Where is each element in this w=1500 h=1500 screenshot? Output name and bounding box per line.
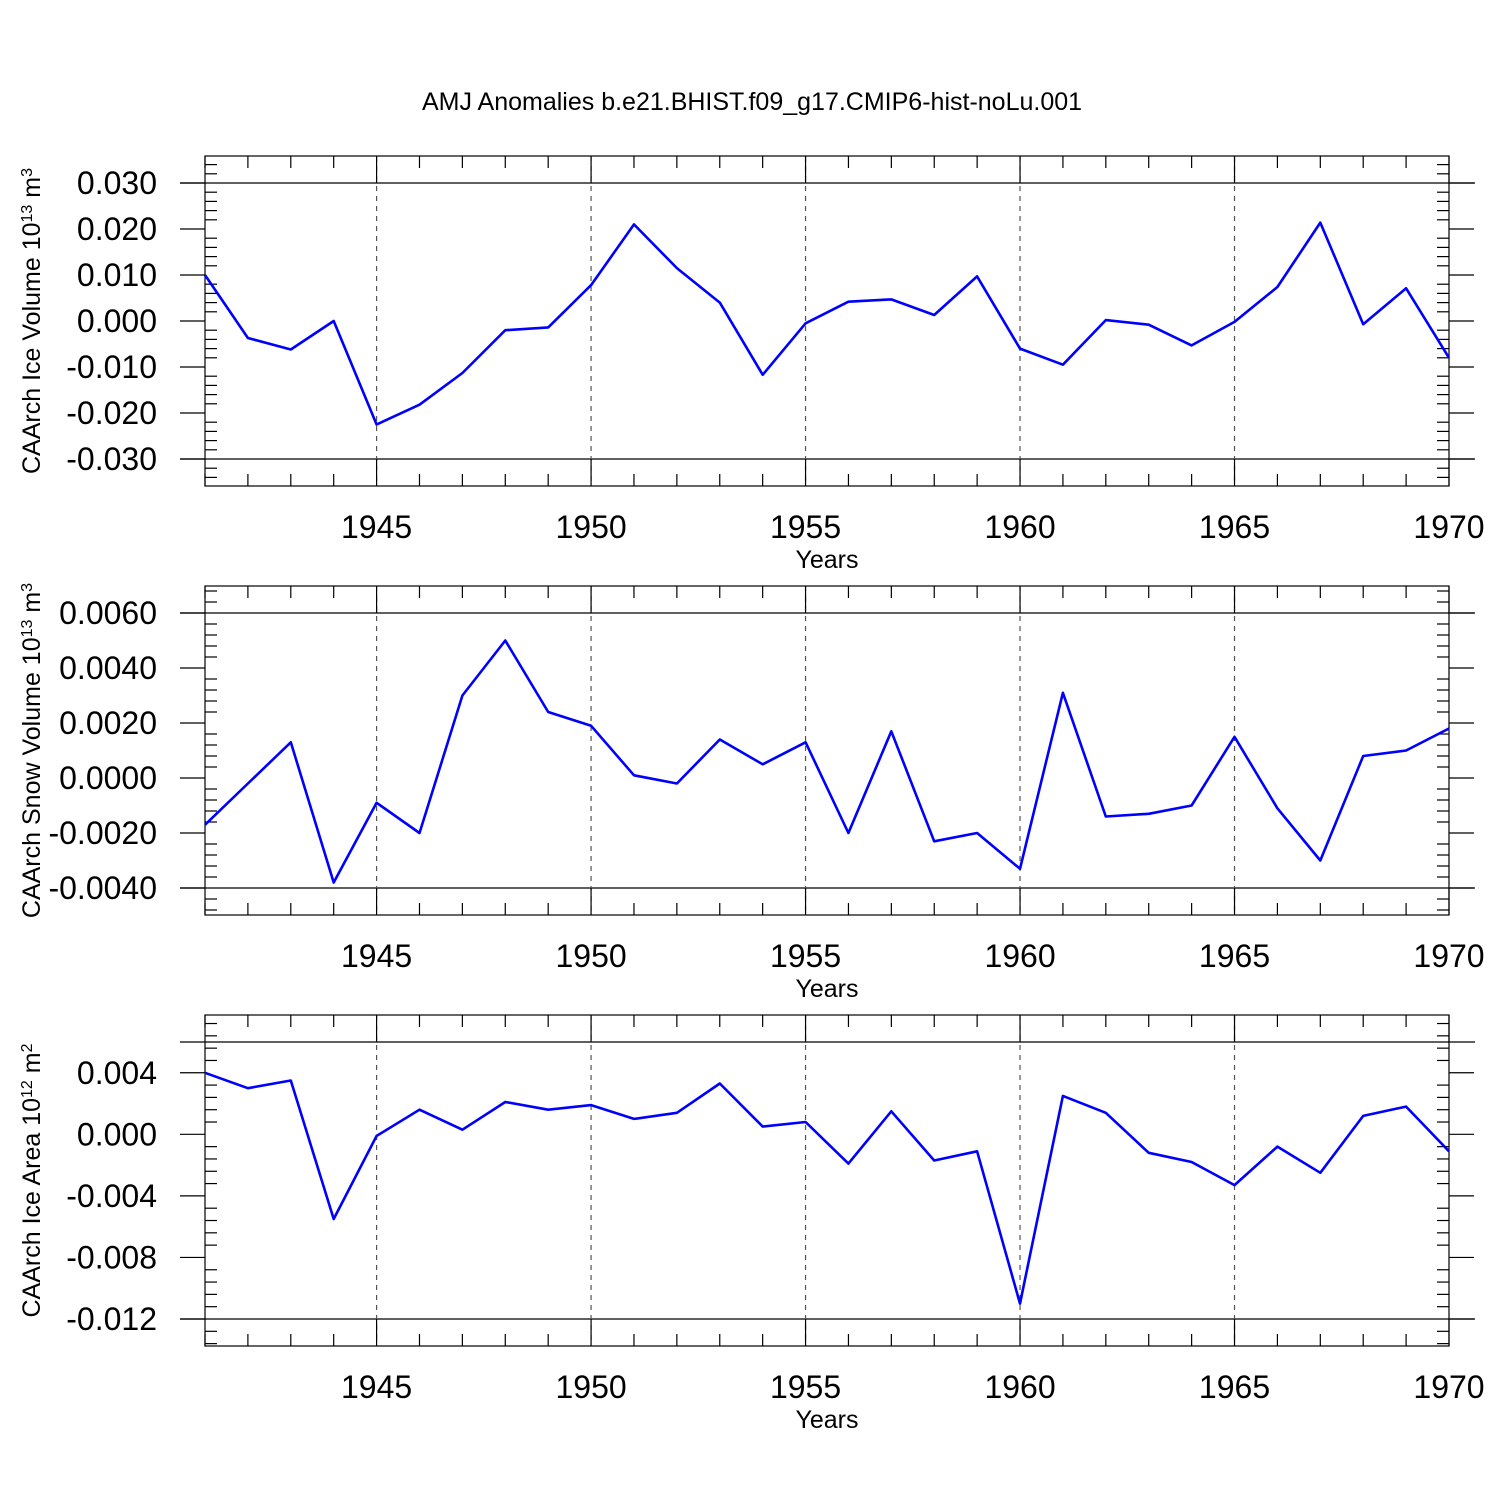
x-tick-label: 1950 (555, 1369, 626, 1405)
x-tick-label: 1965 (1199, 938, 1270, 974)
plot-frame (204, 155, 1450, 487)
y-tick-label: -0.012 (66, 1301, 157, 1337)
y-tick-label: 0.0020 (59, 705, 157, 741)
y-tick-label: 0.0000 (59, 760, 157, 796)
chart-title: AMJ Anomalies b.e21.BHIST.f09_g17.CMIP6-… (422, 88, 1082, 116)
y-tick-label: 0.000 (77, 303, 157, 339)
series-line (204, 1071, 1450, 1305)
panel-3: 1945 1950 1955 1960 1965 1970 Years -0.012 -0.00… (18, 1014, 1485, 1434)
x-tick-label: 1960 (984, 1369, 1055, 1405)
y-tick-label: -0.020 (66, 395, 157, 431)
y-tick-label: 0.010 (77, 257, 157, 293)
y-axis-label: CAArch Snow Volume 1013 m3 (18, 583, 46, 918)
y-tick-label: -0.004 (66, 1178, 157, 1214)
y-tick-label: -0.0020 (48, 815, 157, 851)
x-axis-label: Years (795, 1406, 858, 1434)
y-axis-label: CAArch Ice Volume 1013 m3 (18, 168, 46, 474)
y-tick-label: -0.030 (66, 441, 157, 477)
y-tick-label: 0.020 (77, 211, 157, 247)
x-axis-label: Years (795, 975, 858, 1003)
x-tick-label: 1970 (1413, 1369, 1484, 1405)
y-tick-label: 0.000 (77, 1116, 157, 1152)
series-line (204, 639, 1450, 884)
x-tick-label: 1945 (341, 938, 412, 974)
plot-frame (204, 585, 1450, 916)
y-tick-label: 0.0040 (59, 650, 157, 686)
x-tick-label: 1955 (770, 938, 841, 974)
x-tick-label: 1970 (1413, 509, 1484, 545)
y-tick-label: 0.004 (77, 1055, 157, 1091)
y-tick-label: 0.0060 (59, 595, 157, 631)
x-axis-label: Years (795, 546, 858, 574)
x-tick-label: 1960 (984, 509, 1055, 545)
y-tick-label: -0.008 (66, 1239, 157, 1275)
x-tick-label: 1950 (555, 509, 626, 545)
x-tick-label: 1965 (1199, 509, 1270, 545)
panel-2: 1945 1950 1955 1960 1965 1970 Years -0.0040 -0.0… (18, 583, 1485, 1003)
plot-frame (204, 1014, 1450, 1347)
x-tick-label: 1965 (1199, 1369, 1270, 1405)
x-tick-label: 1955 (770, 1369, 841, 1405)
y-axis-label: CAArch Ice Area 1012 m2 (18, 1043, 46, 1317)
y-tick-label: -0.0040 (48, 870, 157, 906)
series-line (203, 221, 1451, 426)
x-tick-label: 1950 (555, 938, 626, 974)
x-tick-label: 1955 (770, 509, 841, 545)
x-tick-label: 1960 (984, 938, 1055, 974)
y-tick-label: -0.010 (66, 349, 157, 385)
x-tick-label: 1945 (341, 1369, 412, 1405)
x-tick-label: 1970 (1413, 938, 1484, 974)
panel-1: 1945 1950 1955 1960 1965 1970 Years -0.030 -0.02… (18, 155, 1485, 574)
y-tick-label: 0.030 (77, 165, 157, 201)
x-tick-label: 1945 (341, 509, 412, 545)
